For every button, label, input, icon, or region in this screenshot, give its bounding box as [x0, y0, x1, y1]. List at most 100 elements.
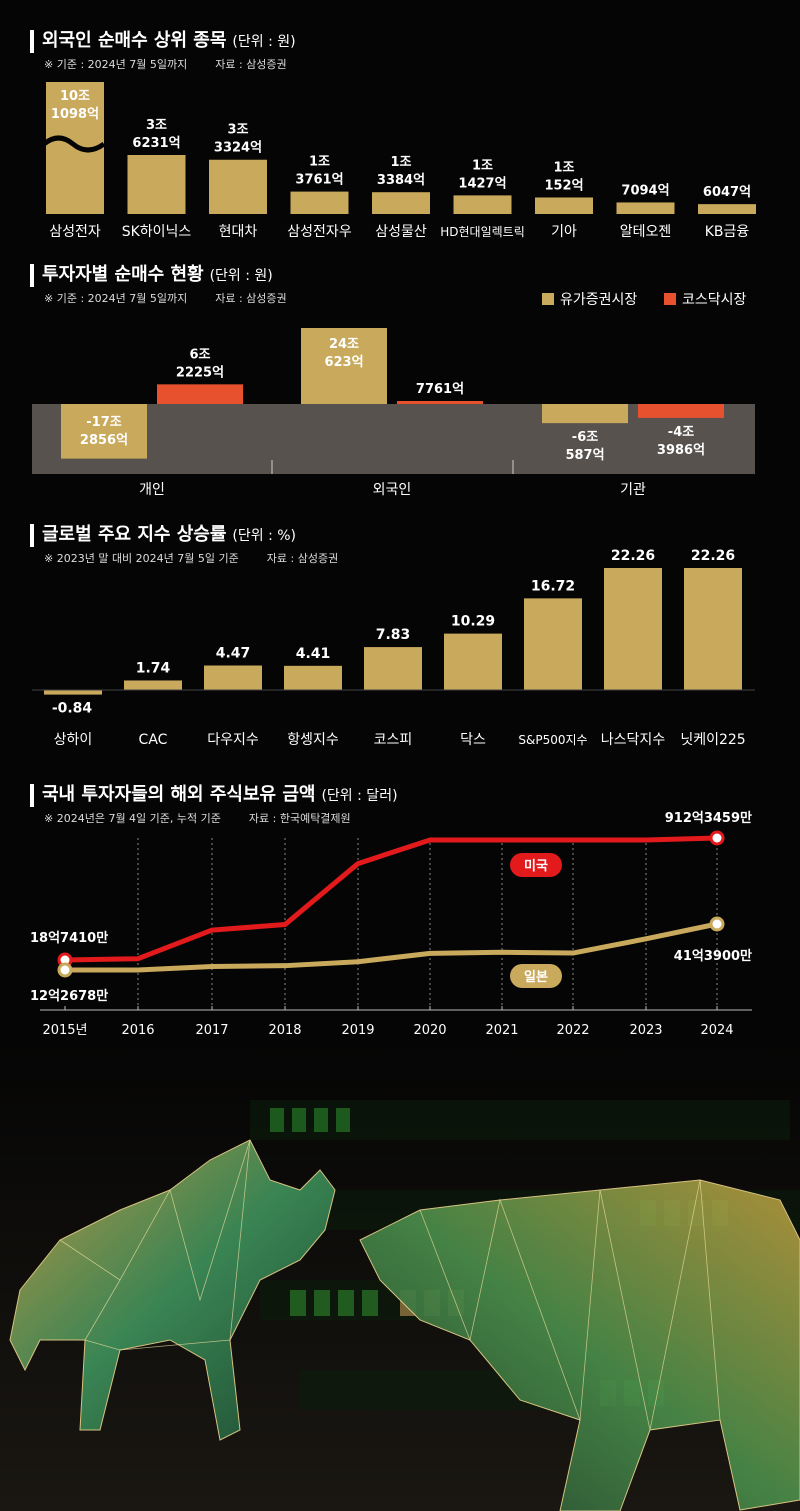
- bar-label-0-2: -6조: [572, 430, 598, 445]
- x-label-1: 2016: [121, 1023, 154, 1038]
- category-label-5: HD현대일렉트릭: [440, 225, 525, 239]
- top-stocks-panel: 외국인 순매수 상위 종목 (단위 : 원) ※ 기준 : 2024년 7월 5일…: [0, 0, 800, 250]
- category-label-7: 나스닥지수: [601, 732, 666, 748]
- x-label-4: 2019: [341, 1023, 374, 1038]
- bar-label-7: 7094억: [621, 183, 669, 198]
- bar-label-4: 3384억: [377, 173, 425, 188]
- bull-shape: [9, 1139, 336, 1441]
- bar-8: [698, 204, 756, 214]
- endpoint-1-9: [709, 916, 725, 932]
- bar-label-1-2: -4조: [668, 425, 694, 440]
- endpoint-1-0: [57, 962, 73, 978]
- bar-6: [524, 598, 582, 690]
- bar-5: [453, 195, 512, 214]
- legend-swatch-1: [664, 293, 676, 305]
- bar-label-5: 1조: [472, 158, 493, 173]
- panel2-note-text: ※ 기준 : 2024년 7월 5일까지: [44, 292, 188, 305]
- panel2-title-text: 투자자별 순매수 현황: [42, 264, 204, 285]
- panel3-title: 글로벌 주요 지수 상승률 (단위 : %): [30, 524, 296, 547]
- bar-label-0: 1098억: [51, 107, 99, 122]
- panel2-source: 자료 : 삼성증권: [215, 292, 287, 305]
- category-label-1: 외국인: [373, 482, 412, 498]
- bar-label-4: 7.83: [376, 627, 411, 643]
- category-label-6: S&P500지수: [518, 733, 587, 747]
- bar-6: [535, 197, 593, 214]
- bar-label-6: 1조: [553, 160, 574, 175]
- panel4-unit: (단위 : 달러): [321, 788, 398, 804]
- panel1-title-text: 외국인 순매수 상위 종목: [42, 30, 227, 51]
- category-label-0: 삼성전자: [49, 224, 101, 240]
- category-label-3: 항셍지수: [287, 732, 339, 748]
- bar-3: [290, 191, 349, 214]
- bar-label-1: 3조: [146, 118, 167, 133]
- panel4-note-text: ※ 2024년은 7월 4일 기준, 누적 기준: [44, 812, 221, 825]
- bar-0-0: [61, 404, 147, 459]
- bar-7: [604, 568, 662, 690]
- bar-label-0-1: 24조: [329, 337, 359, 352]
- bar-label-3: 3761억: [295, 173, 343, 188]
- panel1-title: 외국인 순매수 상위 종목 (단위 : 원): [30, 30, 296, 53]
- bar-0-1: [301, 328, 387, 404]
- bar-1-0: [157, 384, 243, 404]
- bar-7: [616, 202, 675, 214]
- x-label-7: 2022: [556, 1023, 589, 1038]
- bull-bear-illustration: [0, 1040, 800, 1511]
- series-tag-jp: [510, 964, 562, 988]
- holdings-panel: 국내 투자자들의 해외 주식보유 금액 (단위 : 달러) ※ 2024년은 7월…: [0, 770, 800, 1040]
- bar-label-0-0: 2856억: [80, 433, 128, 448]
- bar-label-1: 1.74: [136, 660, 171, 676]
- legend-label-0: 유가증권시장: [560, 292, 637, 308]
- bar-label-1: 6231억: [132, 136, 180, 151]
- holdings-chart: 2015년 2016 2017 2018 2019 2020 2021 2022 2023 202…: [30, 810, 752, 1038]
- bar-0-2: [542, 404, 628, 424]
- endpoint-0-9: [709, 830, 725, 846]
- index-chart: -0.84 상하이 1.74 CAC 4.47 다우지수 4.41 항셍지수 7.83 코스피 10…: [32, 548, 755, 748]
- panel3-note-text: ※ 2023년 말 대비 2024년 7월 5일 기준: [44, 552, 239, 565]
- bar-label-8: 6047억: [703, 185, 751, 200]
- index-panel: 글로벌 주요 지수 상승률 (단위 : %) ※ 2023년 말 대비 2024년…: [0, 510, 800, 770]
- bar-label-2: 4.47: [216, 646, 251, 662]
- bar-8: [684, 568, 742, 690]
- bar-label-3: 1조: [309, 155, 330, 170]
- bar-label-6: 16.72: [531, 578, 575, 594]
- legend-swatch-0: [542, 293, 554, 305]
- bar-4: [372, 192, 430, 214]
- axis-break: [42, 135, 106, 153]
- category-label-3: 삼성전자우: [287, 224, 352, 240]
- jp-end-label: 41억3900만: [674, 948, 752, 964]
- series-line-0: [64, 835, 718, 963]
- x-label-5: 2020: [413, 1023, 446, 1038]
- category-label-7: 알테오젠: [620, 224, 672, 240]
- panel3-source: 자료 : 삼성증권: [266, 552, 339, 565]
- bar-label-7: 22.26: [611, 548, 655, 564]
- negative-band: [32, 404, 755, 474]
- bear-shape: [359, 1179, 800, 1511]
- legend-label-1: 코스닥시장: [682, 292, 747, 308]
- panel4-title: 국내 투자자들의 해외 주식보유 금액 (단위 : 달러): [30, 784, 398, 807]
- bar-label-2: 3324억: [214, 141, 262, 156]
- bar-2: [204, 665, 262, 690]
- bar-label-0-2: 587억: [565, 448, 604, 463]
- category-label-2: 다우지수: [207, 732, 259, 748]
- panel2-title: 투자자별 순매수 현황 (단위 : 원): [30, 264, 273, 287]
- investor-chart: -17조 2856억 24조 623억 -6조 587억 6조 2225억 7761억 -4조 39…: [32, 292, 755, 498]
- bar-5: [444, 633, 502, 690]
- bar-label-4: 1조: [390, 155, 411, 170]
- x-label-0: 2015년: [42, 1023, 87, 1038]
- category-label-6: 기아: [551, 224, 577, 240]
- category-label-0: 개인: [139, 482, 165, 498]
- panel3-note: ※ 2023년 말 대비 2024년 7월 5일 기준 자료 : 삼성증권: [44, 550, 338, 566]
- series-tag-us: [510, 853, 562, 877]
- category-label-4: 삼성물산: [375, 224, 427, 240]
- category-label-1: SK하이닉스: [122, 224, 192, 240]
- bar-label-2: 3조: [227, 123, 248, 138]
- bar-label-1-1: 7761억: [416, 382, 464, 397]
- x-label-8: 2023: [629, 1023, 662, 1038]
- x-label-9: 2024: [700, 1023, 733, 1038]
- panel4-note: ※ 2024년은 7월 4일 기준, 누적 기준 자료 : 한국예탁결제원: [44, 810, 351, 826]
- bar-1-2: [638, 404, 724, 418]
- panel1-note: ※ 기준 : 2024년 7월 5일까지 자료 : 삼성증권: [44, 56, 287, 72]
- bar-label-1-0: 2225억: [176, 365, 224, 380]
- us-start-label: 18억7410만: [30, 930, 108, 946]
